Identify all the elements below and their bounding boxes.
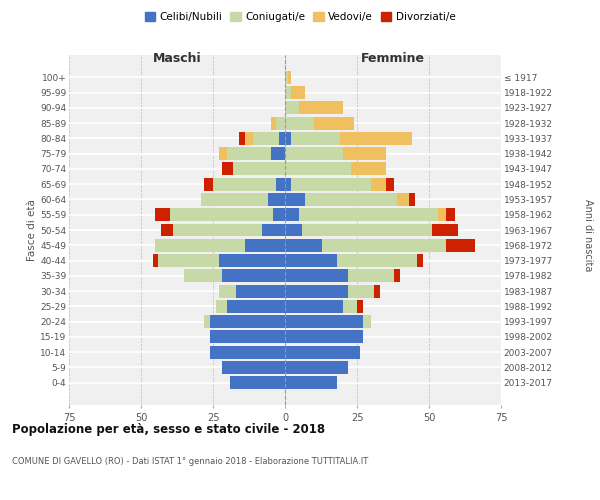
Bar (343, 147, 386, 160)
Bar (285, 346, 360, 358)
Legend: Celibi/Nubili, Coniugati/e, Vedovi/e, Divorziati/e: Celibi/Nubili, Coniugati/e, Vedovi/e, Di… (140, 8, 460, 26)
Bar (219, 147, 227, 160)
Bar (349, 270, 394, 282)
Bar (277, 178, 285, 190)
Bar (285, 178, 291, 190)
Bar (216, 300, 227, 313)
Bar (285, 132, 291, 145)
Bar (245, 239, 285, 252)
Bar (233, 162, 285, 175)
Bar (245, 132, 253, 145)
Bar (285, 376, 337, 389)
Bar (274, 208, 285, 221)
Bar (230, 376, 285, 389)
Bar (227, 147, 271, 160)
Bar (343, 300, 357, 313)
Text: COMUNE DI GAVELLO (RO) - Dati ISTAT 1° gennaio 2018 - Elaborazione TUTTITALIA.IT: COMUNE DI GAVELLO (RO) - Dati ISTAT 1° g… (12, 458, 368, 466)
Text: Maschi: Maschi (152, 52, 202, 65)
Bar (285, 86, 291, 99)
Bar (202, 193, 268, 206)
Bar (161, 224, 173, 236)
Bar (288, 71, 291, 84)
Bar (285, 162, 351, 175)
Bar (374, 284, 380, 298)
Bar (271, 147, 285, 160)
Bar (253, 132, 279, 145)
Bar (285, 315, 363, 328)
Bar (219, 254, 285, 267)
Bar (285, 71, 288, 84)
Bar (227, 300, 285, 313)
Bar (236, 284, 285, 298)
Bar (155, 239, 245, 252)
Bar (432, 224, 458, 236)
Bar (314, 116, 354, 130)
Text: Anni di nascita: Anni di nascita (583, 199, 593, 271)
Bar (205, 315, 210, 328)
Bar (285, 116, 314, 130)
Bar (394, 270, 400, 282)
Text: Popolazione per età, sesso e stato civile - 2018: Popolazione per età, sesso e stato civil… (12, 422, 325, 436)
Bar (437, 208, 446, 221)
Bar (221, 361, 285, 374)
Text: Femmine: Femmine (361, 52, 425, 65)
Bar (409, 193, 415, 206)
Bar (221, 270, 285, 282)
Bar (170, 208, 274, 221)
Bar (363, 315, 371, 328)
Bar (184, 270, 221, 282)
Bar (210, 330, 285, 344)
Bar (213, 178, 277, 190)
Bar (386, 178, 394, 190)
Bar (285, 193, 305, 206)
Bar (340, 132, 412, 145)
Bar (299, 208, 437, 221)
Bar (285, 330, 363, 344)
Y-axis label: Fasce di età: Fasce di età (27, 199, 37, 261)
Bar (446, 208, 455, 221)
Bar (349, 284, 374, 298)
Bar (219, 284, 236, 298)
Bar (418, 254, 423, 267)
Bar (357, 300, 363, 313)
Bar (291, 178, 371, 190)
Bar (173, 224, 262, 236)
Bar (302, 224, 432, 236)
Bar (239, 132, 245, 145)
Bar (210, 346, 285, 358)
Bar (285, 361, 349, 374)
Bar (397, 193, 409, 206)
Bar (305, 193, 397, 206)
Bar (285, 224, 302, 236)
Bar (351, 162, 386, 175)
Bar (155, 208, 170, 221)
Bar (210, 315, 285, 328)
Bar (291, 86, 305, 99)
Bar (337, 254, 418, 267)
Bar (285, 147, 343, 160)
Bar (285, 239, 322, 252)
Bar (279, 132, 285, 145)
Bar (262, 224, 285, 236)
Bar (221, 162, 233, 175)
Bar (285, 300, 343, 313)
Bar (371, 178, 386, 190)
Bar (291, 132, 340, 145)
Bar (285, 102, 299, 114)
Bar (446, 239, 475, 252)
Bar (285, 208, 299, 221)
Bar (285, 284, 349, 298)
Bar (271, 116, 277, 130)
Bar (277, 116, 285, 130)
Bar (205, 178, 213, 190)
Bar (299, 102, 343, 114)
Bar (268, 193, 285, 206)
Bar (152, 254, 158, 267)
Bar (285, 270, 349, 282)
Bar (322, 239, 446, 252)
Bar (158, 254, 219, 267)
Bar (285, 254, 337, 267)
